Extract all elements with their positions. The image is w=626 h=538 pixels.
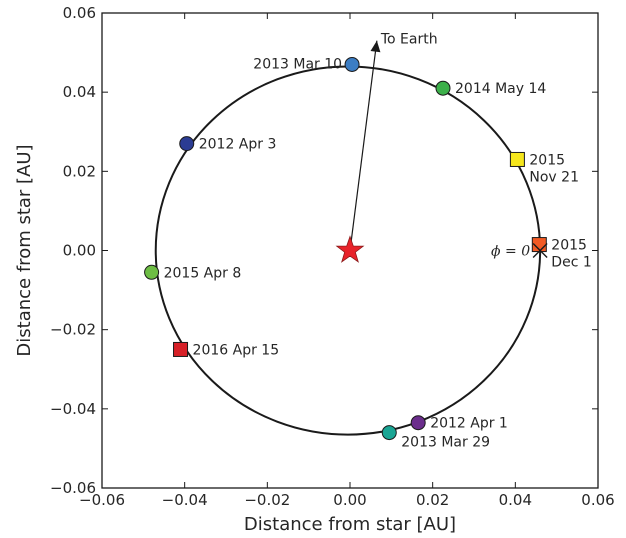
point-marker-circle — [344, 56, 360, 72]
point-marker-circle — [435, 80, 451, 96]
earth-arrow-shaft — [349, 40, 378, 251]
y-tick-label: 0.06 — [63, 4, 96, 22]
x-tick-label: 0.02 — [416, 491, 449, 509]
earth-arrow-group: To Earth — [349, 32, 438, 251]
x-axis-label: Distance from star [AU] — [244, 514, 456, 535]
x-tick-label: −0.06 — [79, 491, 125, 509]
point-label: 2014 May 14 — [455, 81, 546, 97]
point-label: 2013 Mar 10 — [253, 56, 342, 72]
y-tick-label: −0.02 — [50, 321, 96, 339]
x-tick-label: 0.00 — [333, 491, 366, 509]
point-label: 2012 Apr 3 — [199, 137, 277, 153]
y-tick-label: 0.04 — [63, 83, 96, 101]
point-marker-circle — [381, 425, 397, 441]
point-label: 2015 Apr 8 — [164, 265, 242, 281]
y-tick-label: −0.06 — [50, 479, 96, 497]
earth-arrow-head — [370, 40, 381, 53]
x-tick-label: −0.02 — [244, 491, 290, 509]
point-marker-circle — [144, 264, 160, 280]
point-label: 2012 Apr 1 — [430, 416, 508, 432]
point-marker-circle — [179, 136, 195, 152]
x-tick-label: 0.06 — [581, 491, 614, 509]
ticks: −0.06 −0.04 −0.02 0.00 0.02 0.04 0.06 −0.06 −0.0… — [50, 4, 615, 509]
point-marker-circle — [410, 415, 426, 431]
point-label: 2013 Mar 29 — [401, 435, 490, 451]
x-tick-label: −0.04 — [162, 491, 208, 509]
x-tick-label: 0.04 — [499, 491, 532, 509]
earth-arrow-label: To Earth — [380, 32, 438, 48]
y-tick-label: 0.00 — [63, 242, 96, 260]
data-points — [144, 56, 548, 441]
point-label: 2015 Dec 1 — [551, 238, 591, 271]
point-marker-square — [509, 151, 525, 167]
point-label: 2015 Nov 21 — [529, 152, 579, 185]
phase-marker-x — [532, 243, 548, 258]
point-labels: 2013 Mar 10 2014 May 14 2012 Apr 3 2015 Nov … — [164, 56, 592, 450]
star-marker — [335, 235, 365, 263]
point-marker-square — [173, 341, 189, 357]
y-tick-label: −0.04 — [50, 400, 96, 418]
y-axis-label: Distance from star [AU] — [14, 144, 35, 356]
point-label: 2016 Apr 15 — [193, 342, 280, 358]
y-tick-label: 0.02 — [63, 162, 96, 180]
phase-marker-label: ϕ = 0 — [491, 244, 530, 260]
